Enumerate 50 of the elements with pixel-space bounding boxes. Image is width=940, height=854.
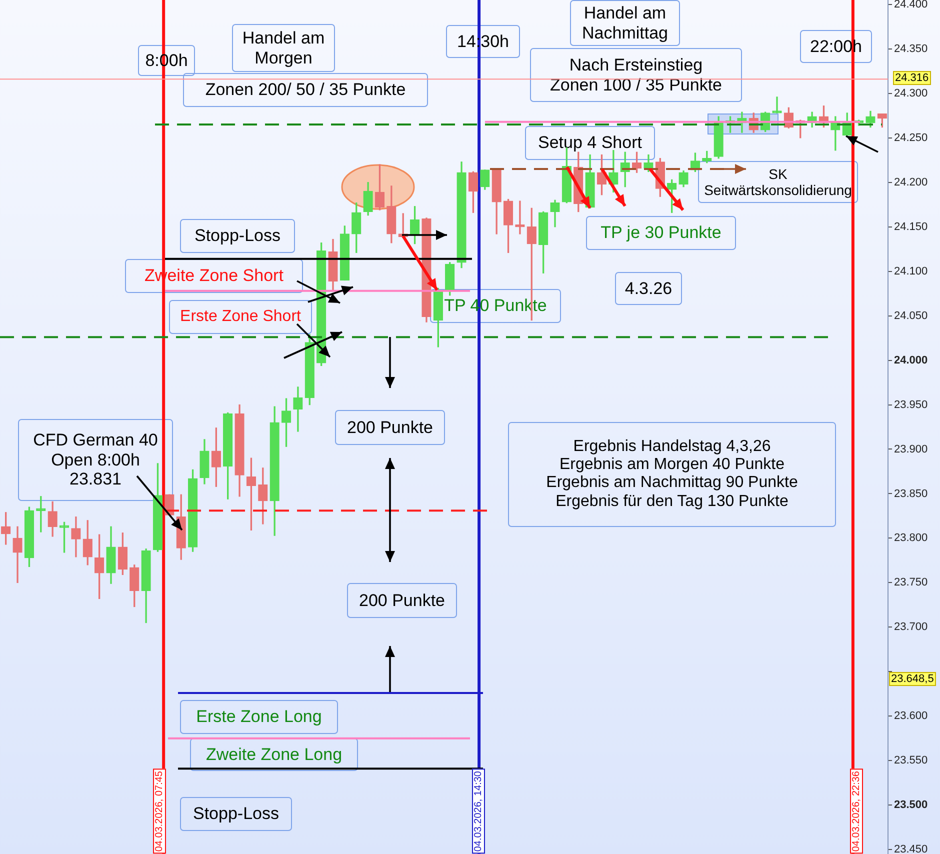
annotation: 04.03.2026, 22:36: [850, 769, 863, 854]
annotation: Ergebnis am Nachmittag 90 Punkte: [546, 474, 798, 493]
ref-line-label: 24.316: [893, 71, 931, 86]
annotation: Erste Zone Long: [196, 707, 322, 727]
y-tick-label: 23.600: [894, 710, 928, 722]
annotation: 200 Punkte: [346, 418, 434, 438]
y-tick-label: 24.050: [894, 310, 928, 322]
annotation: 200 Punkte: [358, 590, 446, 610]
annotation: CFD German 40: [33, 430, 158, 450]
annotation: Stopp-Loss: [194, 226, 280, 246]
y-tick-label: 24.350: [894, 42, 928, 55]
annotation: Handel am: [584, 3, 666, 23]
y-tick-label: 23.700: [894, 621, 928, 634]
text: 23.648,5: [889, 672, 936, 686]
annotation: 04.03.2026, 07:45: [153, 769, 166, 854]
annotation: Seitwärtskonsolidierung: [704, 182, 852, 198]
annotation: Nachmittag: [582, 23, 668, 43]
annotation: 4.3.26: [624, 278, 672, 298]
annotation: Nach Ersteinstieg: [569, 55, 703, 75]
y-tick-label: 24.300: [894, 87, 928, 100]
annotation: Morgen: [254, 48, 312, 68]
annotation: Stopp-Loss: [193, 804, 279, 824]
annotation: Open 8:00h: [51, 450, 140, 470]
annotation: Zweite Zone Long: [206, 744, 342, 764]
y-tick-label: 23.550: [894, 754, 928, 767]
y-tick-label: 23.500: [894, 799, 928, 812]
y-tick-label: 24.100: [894, 265, 928, 278]
annotation: SK: [768, 166, 788, 182]
y-tick-label: 24.200: [894, 176, 928, 188]
annotation: Handel am: [242, 28, 325, 48]
y-tick-label: 23.850: [894, 488, 928, 500]
annotation: Setup 4 Short: [538, 133, 642, 153]
annotation: Ergebnis für den Tag 130 Punkte: [556, 492, 788, 512]
y-tick-label: 23.900: [894, 443, 928, 456]
annotation: Zonen 200/ 50 / 35 Punkte: [205, 80, 406, 100]
y-tick-label: 23.450: [894, 844, 928, 854]
y-tick-label: 23.750: [894, 576, 928, 589]
annotation: Erste Zone Short: [180, 308, 301, 326]
y-tick-label: 23.950: [894, 398, 928, 411]
y-tick-label: 23.800: [894, 532, 928, 544]
y-tick-label: 24.400: [894, 0, 928, 10]
candlestick: [772, 96, 782, 114]
annotation: Ergebnis am Morgen 40 Punkte: [559, 456, 784, 474]
annotation: 23.831: [69, 470, 122, 490]
annotation: TP je 30 Punkte: [600, 223, 722, 243]
annotation: 04.03.2026, 14:30: [472, 769, 485, 854]
y-tick-label: 24.000: [894, 354, 928, 366]
y-tick-label: 24.250: [894, 132, 928, 144]
y-tick-label: 24.150: [894, 220, 928, 233]
annotation: Ergebnis Handelstag 4,3,26: [573, 438, 771, 456]
